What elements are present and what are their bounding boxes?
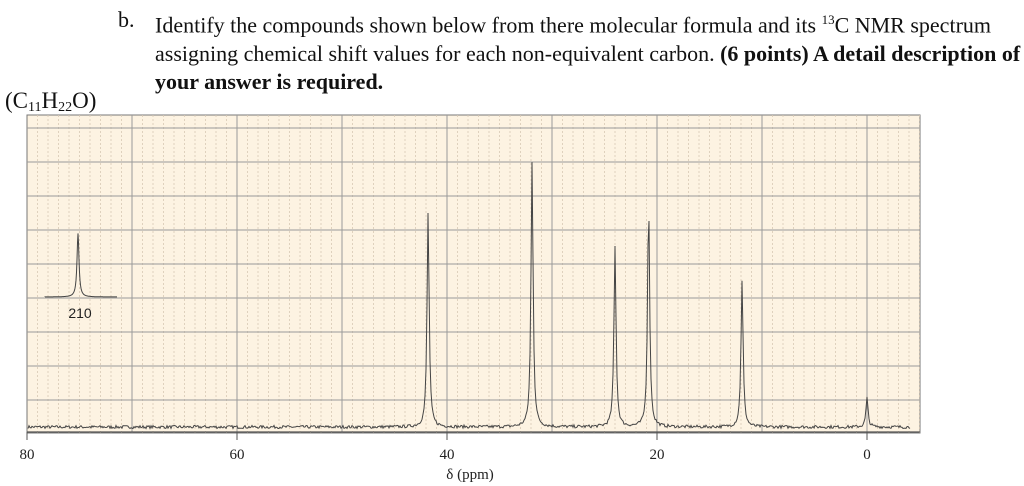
question-text-part: C NMR spectrum assigning chemical shift … xyxy=(155,12,992,66)
inset-trace xyxy=(44,233,117,298)
question-body: Identify the compounds shown below from … xyxy=(155,6,1024,97)
formula-part: (C xyxy=(5,88,28,113)
x-tick-label: 80 xyxy=(20,447,35,463)
question-label: b. xyxy=(118,7,135,32)
formula-part: O) xyxy=(72,88,97,113)
x-tick-label: 0 xyxy=(863,447,871,463)
question-text-part: Identify the compounds shown below from … xyxy=(155,12,822,38)
formula-sub: 11 xyxy=(28,100,42,115)
isotope-superscript: 13 xyxy=(821,12,835,27)
x-tick-label: 60 xyxy=(230,447,245,463)
plot-area xyxy=(26,114,921,434)
inset-label: 210 xyxy=(68,305,92,321)
question-points: (6 points) A detail description of your … xyxy=(155,40,1021,95)
x-tick-label: 40 xyxy=(440,447,455,463)
formula-part: H xyxy=(41,88,59,113)
formula-sub: 22 xyxy=(58,100,73,115)
spectrum-trace xyxy=(27,162,911,430)
x-tick-label: 20 xyxy=(650,447,665,463)
x-axis-label: δ (ppm) xyxy=(446,467,493,483)
inset-peak: 210 xyxy=(44,233,117,321)
molecular-formula: (C11H22O) xyxy=(5,88,96,116)
